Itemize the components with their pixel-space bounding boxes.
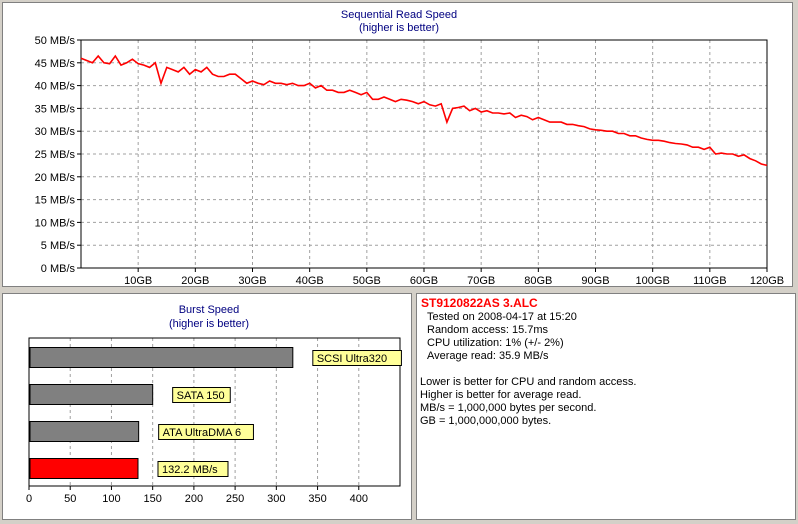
burst-x-tick-label: 0	[26, 493, 32, 505]
tested-on-line: Tested on 2008-04-17 at 15:20	[427, 311, 577, 323]
drive-model-title: ST9120822AS 3.ALC	[421, 296, 538, 310]
seq-read-series-line	[80, 54, 768, 167]
burst-bar-label: SATA 150	[177, 390, 225, 402]
sequential-read-panel: Sequential Read Speed (higher is better) 0…	[2, 2, 793, 287]
burst-bar	[29, 347, 294, 368]
burst-bar-label: 132.2 MB/s	[162, 464, 218, 476]
note-higher-better: Higher is better for average read.	[420, 389, 582, 401]
burst-x-tick-label: 150	[143, 493, 161, 505]
cpu-utilization-line: CPU utilization: 1% (+/- 2%)	[427, 337, 564, 349]
burst-bar-label: ATA UltraDMA 6	[163, 427, 241, 439]
seq-chart-title: Sequential Read Speed	[341, 9, 457, 21]
burst-x-tick-label: 250	[226, 493, 244, 505]
burst-bar-label: SCSI Ultra320	[317, 353, 387, 365]
seq-x-tick-label: 60GB	[410, 275, 438, 286]
note-mbs-definition: MB/s = 1,000,000 bytes per second.	[420, 402, 597, 414]
seq-x-tick-label: 80GB	[524, 275, 552, 286]
seq-plot-frame	[80, 39, 768, 269]
burst-bar	[29, 384, 154, 405]
burst-x-tick-label: 300	[267, 493, 285, 505]
burst-x-tick-label: 350	[308, 493, 326, 505]
seq-x-tick-label: 70GB	[467, 275, 495, 286]
burst-bar-label-box	[158, 424, 254, 440]
burst-x-tick-label: 200	[185, 493, 203, 505]
seq-x-tick-label: 20GB	[181, 275, 209, 286]
random-access-line: Random access: 15.7ms	[427, 324, 549, 336]
seq-y-tick-label: 25 MB/s	[35, 149, 76, 161]
burst-bar-label-box	[172, 387, 231, 403]
burst-x-tick-label: 400	[350, 493, 368, 505]
burst-bar	[29, 421, 140, 442]
seq-y-tick-label: 35 MB/s	[35, 103, 76, 115]
burst-plot-frame	[28, 337, 401, 487]
seq-x-tick-label: 120GB	[750, 275, 784, 286]
note-gb-definition: GB = 1,000,000,000 bytes.	[420, 415, 552, 427]
burst-speed-panel: Burst Speed (higher is better) 0 50 100 150 20…	[2, 293, 412, 520]
seq-y-tick-label: 0 MB/s	[41, 263, 76, 275]
seq-y-tick-label: 40 MB/s	[35, 81, 76, 93]
average-read-line: Average read: 35.9 MB/s	[427, 350, 549, 362]
seq-y-tick-label: 30 MB/s	[35, 126, 76, 138]
seq-x-tick-label: 10GB	[124, 275, 152, 286]
burst-x-tick-label: 100	[102, 493, 120, 505]
seq-x-tick-label: 90GB	[581, 275, 609, 286]
seq-x-tick-label: 40GB	[296, 275, 324, 286]
seq-y-tick-label: 50 MB/s	[35, 35, 76, 47]
seq-x-tick-label: 110GB	[693, 275, 726, 286]
seq-chart-subtitle: (higher is better)	[359, 22, 439, 34]
drive-info-panel: ST9120822AS 3.ALC Tested on 2008-04-17 a…	[416, 293, 796, 520]
seq-y-tick-label: 10 MB/s	[35, 217, 76, 229]
seq-x-tick-label: 30GB	[238, 275, 266, 286]
seq-y-tick-label: 45 MB/s	[35, 58, 76, 70]
sequential-read-chart: Sequential Read Speed(higher is better) 0…	[35, 9, 784, 287]
seq-x-tick-label: 50GB	[353, 275, 381, 286]
burst-bar-label-box	[312, 350, 402, 366]
seq-y-tick-label: 5 MB/s	[41, 240, 76, 252]
burst-bar-label-box	[157, 461, 229, 477]
burst-bar	[29, 458, 139, 479]
burst-chart-title: Burst Speed	[179, 304, 240, 316]
seq-y-tick-label: 20 MB/s	[35, 172, 76, 184]
note-lower-better: Lower is better for CPU and random acces…	[420, 376, 637, 388]
burst-chart-subtitle: (higher is better)	[169, 318, 249, 330]
seq-y-tick-label: 15 MB/s	[35, 195, 76, 207]
burst-x-tick-label: 50	[64, 493, 76, 505]
burst-speed-chart: Burst Speed (higher is better) 0 50 100 150 20…	[26, 304, 402, 505]
seq-x-tick-label: 100GB	[636, 275, 670, 286]
